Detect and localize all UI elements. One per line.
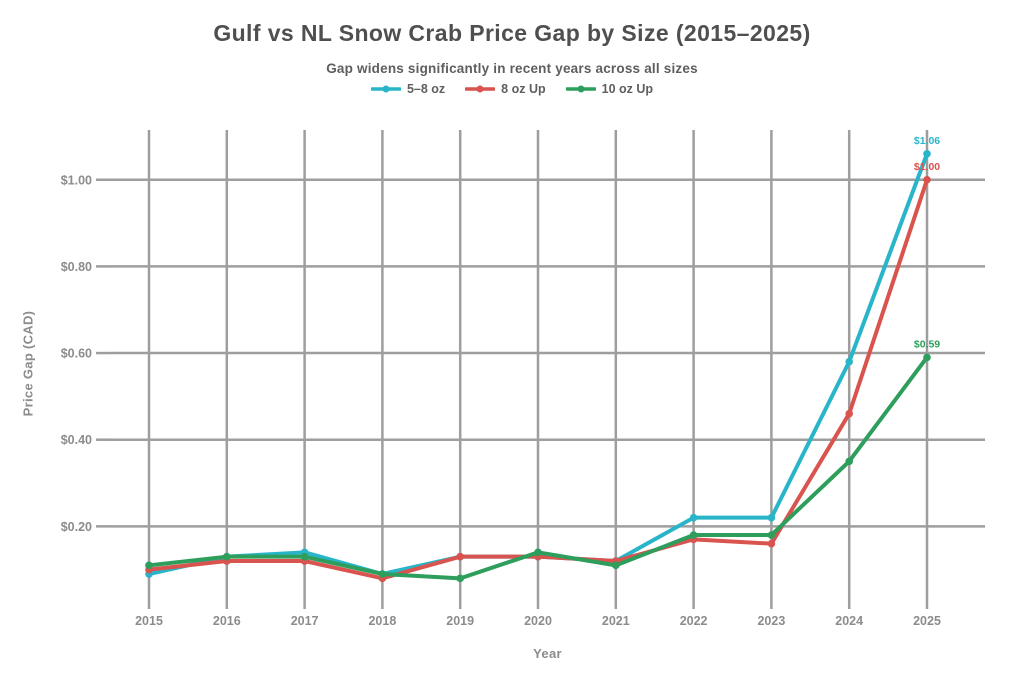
data-point-10-oz-up [223, 552, 231, 561]
x-tick-label: 2016 [213, 614, 241, 628]
data-point-10-oz-up [923, 353, 931, 362]
data-point-10-oz-up [767, 531, 776, 539]
legend-label: 10 oz Up [601, 82, 654, 96]
x-axis-title: Year [533, 646, 562, 661]
data-point-10-oz-up [378, 570, 387, 578]
data-point-10-oz-up [456, 574, 465, 583]
data-point-5-8-oz [767, 513, 776, 522]
y-tick-label: $1.00 [61, 173, 92, 187]
data-point-5-8-oz [689, 513, 698, 522]
legend-item-5-8-oz[interactable]: 5–8 oz [370, 82, 446, 96]
data-point-5-8-oz [845, 357, 853, 366]
x-tick-label: 2017 [291, 614, 319, 628]
data-point-8-oz-up [456, 552, 465, 561]
y-tick-label: $0.60 [61, 347, 92, 361]
legend-line-marker-icon [465, 85, 496, 93]
y-tick-label: $0.40 [61, 433, 92, 447]
data-point-10-oz-up [689, 531, 698, 539]
x-tick-label: 2018 [368, 614, 396, 628]
x-tick-label: 2023 [757, 614, 785, 628]
y-tick-label: $0.20 [61, 520, 92, 534]
y-axis-title: Price Gap (CAD) [20, 310, 36, 417]
x-tick-label: 2020 [524, 614, 552, 628]
data-point-5-8-oz [923, 149, 931, 158]
legend-label: 8 oz Up [501, 82, 546, 96]
data-point-10-oz-up [845, 457, 853, 466]
legend-label: 5–8 oz [406, 82, 446, 96]
legend-item-8-oz-up[interactable]: 8 oz Up [465, 82, 546, 96]
data-point-10-oz-up [300, 552, 309, 561]
x-tick-label: 2015 [135, 614, 163, 628]
data-point-8-oz-up [767, 539, 776, 548]
data-point-10-oz-up [612, 561, 620, 570]
end-value-label-8-oz-up: $1.00 [914, 161, 940, 173]
legend-item-10-oz-up[interactable]: 10 oz Up [565, 82, 654, 96]
x-tick-label: 2025 [913, 614, 941, 628]
x-tick-label: 2021 [602, 614, 630, 628]
chart-subtitle: Gap widens significantly in recent years… [326, 61, 698, 76]
legend: 5–8 oz 8 oz Up 10 oz Up [0, 80, 1024, 98]
x-tick-label: 2022 [680, 614, 708, 628]
end-value-label-10-oz-up: $0.59 [914, 338, 940, 350]
y-tick-label: $0.80 [61, 260, 92, 274]
data-point-10-oz-up [534, 548, 542, 557]
end-value-label-5-8-oz: $1.06 [914, 135, 940, 147]
x-tick-label: 2024 [835, 614, 863, 628]
x-tick-label: 2019 [446, 614, 474, 628]
legend-line-marker-icon [565, 85, 596, 93]
data-point-10-oz-up [145, 561, 153, 570]
legend-line-marker-icon [370, 85, 401, 93]
chart-title: Gulf vs NL Snow Crab Price Gap by Size (… [213, 20, 811, 46]
data-point-8-oz-up [845, 409, 853, 418]
data-point-8-oz-up [923, 175, 931, 184]
